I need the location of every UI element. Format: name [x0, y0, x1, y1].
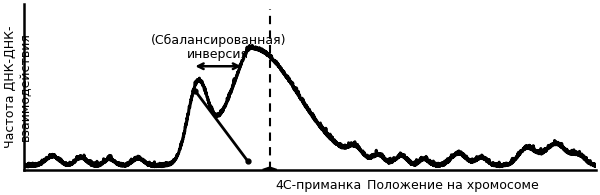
Text: (Сбалансированная): (Сбалансированная) [151, 34, 286, 47]
Text: инверсия: инверсия [187, 48, 249, 61]
Text: 4С-приманка: 4С-приманка [275, 179, 362, 192]
Polygon shape [263, 167, 277, 169]
Y-axis label: Частота ДНК-ДНК-
взаимодействия: Частота ДНК-ДНК- взаимодействия [4, 26, 32, 148]
Text: Положение на хромосоме: Положение на хромосоме [367, 179, 539, 192]
